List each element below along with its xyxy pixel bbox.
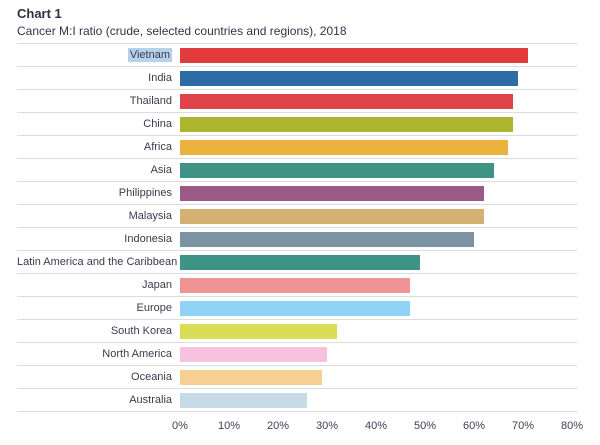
bar-row: China (17, 112, 577, 135)
bar-track (180, 185, 577, 201)
chart-subtitle: Cancer M:I ratio (crude, selected countr… (17, 24, 347, 38)
bar-row: Indonesia (17, 227, 577, 250)
bar (180, 392, 308, 408)
category-label: China (143, 118, 172, 130)
category-label: Japan (142, 279, 172, 291)
category-label: Thailand (129, 95, 172, 107)
bar-row: Japan (17, 273, 577, 296)
category-label: North America (102, 348, 172, 360)
bar-track (180, 93, 577, 109)
category-label: South Korea (110, 325, 172, 337)
bar-row: India (17, 66, 577, 89)
chart-header: Chart 1 Cancer M:I ratio (crude, selecte… (0, 0, 600, 39)
bar (180, 116, 514, 132)
bar-row: Australia (17, 388, 577, 411)
x-axis-tick-label: 20% (266, 420, 290, 432)
bar (180, 231, 474, 247)
category-label: India (148, 72, 172, 84)
x-axis-tick-label: 0% (172, 420, 188, 432)
bar-track (180, 208, 577, 224)
bar (180, 185, 484, 201)
bar-row: Philippines (17, 181, 577, 204)
category-label: Malaysia (128, 210, 172, 222)
x-axis-tick-label: 50% (413, 420, 437, 432)
category-label: Vietnam (17, 48, 180, 62)
category-label: Latin America and the Caribbean (17, 256, 178, 268)
bar-row: Latin America and the Caribbean (17, 250, 577, 273)
bar (180, 70, 519, 86)
category-label: Africa (143, 141, 172, 153)
category-label: Europe (136, 302, 172, 314)
bar-row: Asia (17, 158, 577, 181)
category-label: Oceania (131, 371, 172, 383)
bar-row: Vietnam (17, 43, 577, 66)
category-label: Philippines (118, 187, 172, 199)
x-axis-tick-label: 60% (462, 420, 486, 432)
bar (180, 323, 337, 339)
x-axis-tick-label: 40% (364, 420, 388, 432)
bar-row: Europe (17, 296, 577, 319)
bar (180, 300, 411, 316)
bar (180, 346, 327, 362)
bar (180, 254, 421, 270)
bar-track (180, 254, 577, 270)
bar (180, 162, 494, 178)
bar-track (180, 323, 577, 339)
highlighted-category-label: Vietnam (127, 48, 172, 62)
bar-track (180, 369, 577, 385)
bar-track (180, 277, 577, 293)
bar-track (180, 47, 577, 63)
bar-track (180, 346, 577, 362)
bar (180, 369, 323, 385)
bar (180, 47, 528, 63)
category-label: Indonesia (124, 233, 172, 245)
chart-title: Chart 1 (17, 6, 62, 21)
bar-chart: Vietnam India Thailand China Africa Asia Phili… (0, 39, 600, 439)
bar-track (180, 300, 577, 316)
bar-track (180, 162, 577, 178)
bar-track (180, 70, 577, 86)
x-axis-tick-label: 30% (315, 420, 339, 432)
bar-track (180, 116, 577, 132)
bar-row: Africa (17, 135, 577, 158)
x-axis-tick-label: 70% (511, 420, 535, 432)
bar (180, 93, 514, 109)
bar-track (180, 231, 577, 247)
bar-row: South Korea (17, 319, 577, 342)
bar-track (180, 139, 577, 155)
bar (180, 139, 509, 155)
bar-row: Oceania (17, 365, 577, 388)
category-label: Asia (150, 164, 172, 176)
bar (180, 208, 484, 224)
x-axis-tick-label: 10% (217, 420, 241, 432)
bar-row: Thailand (17, 89, 577, 112)
x-axis: 0% 10% 20% 30% 40% 50% 60% 70% 80% (17, 417, 583, 439)
bar-row: Malaysia (17, 204, 577, 227)
category-label: Australia (129, 394, 172, 406)
bar-row: North America (17, 342, 577, 365)
x-axis-tick-label: 80% (560, 420, 584, 432)
bar-track (180, 392, 577, 408)
bar-rows: Vietnam India Thailand China Africa Asia Phili… (17, 43, 577, 412)
bar (180, 277, 411, 293)
